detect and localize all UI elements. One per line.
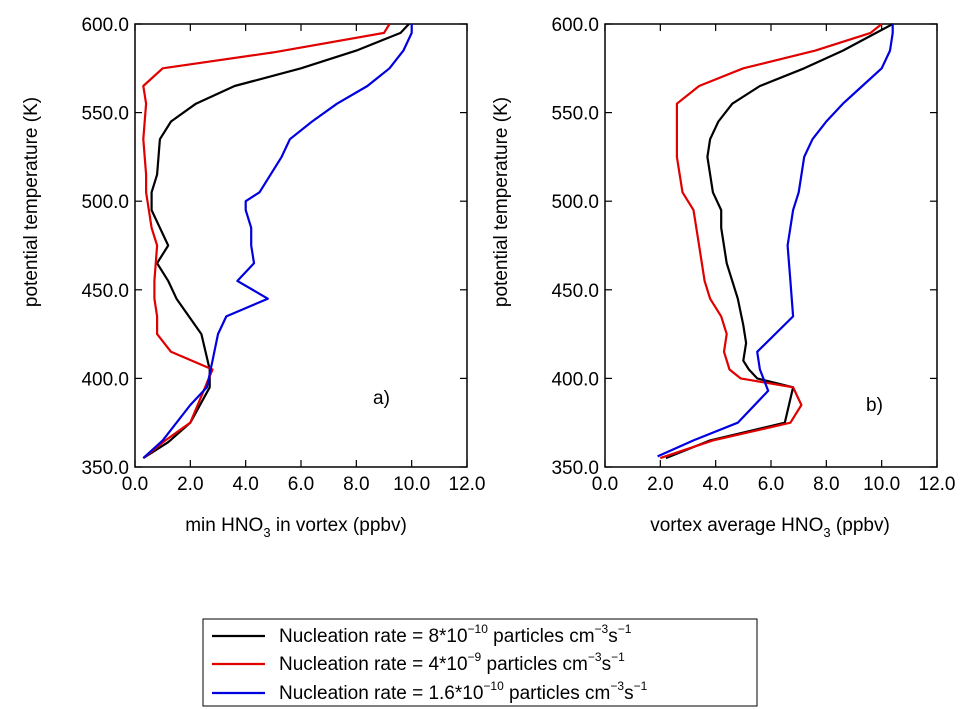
x-tick-label: 2.0 <box>647 474 673 495</box>
x-tick-label: 2.0 <box>177 474 203 495</box>
panel-label-b: b) <box>866 395 883 416</box>
y-tick-label: 350.0 <box>551 458 599 479</box>
panel-a: 0.0 2.0 4.0 6.0 8.0 10.0 12.0 350.0 400.0 450.0 50… <box>21 15 485 540</box>
y-tick-label: 400.0 <box>551 369 599 390</box>
x-axis-title-b-part1: vortex average HNO <box>650 515 823 536</box>
x-axis-title-b-part2: (ppbv) <box>831 515 890 536</box>
y-axis-title-b: potential temperature (K) <box>491 97 512 307</box>
x-tick-label: 12.0 <box>919 474 956 495</box>
legend-box <box>202 618 758 707</box>
y-tick-label: 550.0 <box>81 104 129 125</box>
x-tick-label: 10.0 <box>393 474 430 495</box>
panel-label-a: a) <box>373 388 390 409</box>
y-tick-label: 400.0 <box>81 369 129 390</box>
x-axis-title-a-part2: in vortex (ppbv) <box>271 515 407 536</box>
x-axis-title-a-part1: min HNO <box>185 515 263 536</box>
x-tick-label: 8.0 <box>343 474 369 495</box>
x-tick-label: 8.0 <box>813 474 839 495</box>
series-line-1 <box>665 23 894 460</box>
y-tick-label: 600.0 <box>551 15 599 36</box>
ticks-a: 0.0 2.0 4.0 6.0 8.0 10.0 12.0 350.0 400.0 450.0 50… <box>81 15 485 495</box>
x-axis-title-a-sub: 3 <box>263 525 270 540</box>
series-b <box>657 23 894 460</box>
series-line-3 <box>657 24 894 458</box>
legend: Nucleation rate = 8*10−10 particles cm−3… <box>202 618 758 707</box>
y-tick-label: 450.0 <box>551 281 599 302</box>
x-tick-label: 12.0 <box>449 474 486 495</box>
legend-item: Nucleation rate = 8*10−10 particles cm−3… <box>212 622 632 647</box>
y-tick-label: 500.0 <box>81 192 129 213</box>
ticks-b: 0.0 2.0 4.0 6.0 8.0 10.0 12.0 350.0 400.0 450.0 50… <box>551 15 955 495</box>
y-tick-label: 600.0 <box>81 15 129 36</box>
y-tick-label: 350.0 <box>81 458 129 479</box>
x-tick-label: 6.0 <box>758 474 784 495</box>
legend-label: Nucleation rate = 8*10−10 particles cm−3… <box>279 622 632 647</box>
x-tick-label: 4.0 <box>702 474 728 495</box>
legend-label: Nucleation rate = 4*10−9 particles cm−3s… <box>279 650 625 675</box>
x-tick-label: 0.0 <box>592 474 618 495</box>
x-tick-label: 6.0 <box>288 474 314 495</box>
x-axis-title-b-sub: 3 <box>823 525 830 540</box>
x-axis-title-a: min HNO3 in vortex (ppbv) <box>185 515 407 540</box>
plot-frame-b <box>604 23 938 468</box>
x-tick-label: 4.0 <box>232 474 258 495</box>
plot-frame-a <box>134 23 468 468</box>
legend-item: Nucleation rate = 4*10−9 particles cm−3s… <box>212 650 625 675</box>
y-tick-label: 550.0 <box>551 104 599 125</box>
y-tick-label: 450.0 <box>81 281 129 302</box>
x-axis-title-b: vortex average HNO3 (ppbv) <box>650 515 890 540</box>
y-tick-label: 500.0 <box>551 192 599 213</box>
series-line-2 <box>659 23 883 460</box>
x-tick-label: 10.0 <box>863 474 900 495</box>
y-axis-title-a: potential temperature (K) <box>21 97 42 307</box>
x-tick-label: 0.0 <box>122 474 148 495</box>
legend-label: Nucleation rate = 1.6*10−10 particles cm… <box>279 679 648 704</box>
panel-b: 0.0 2.0 4.0 6.0 8.0 10.0 12.0 350.0 400.0 450.0 50… <box>491 15 955 540</box>
series-line-1 <box>142 23 410 460</box>
series-line-2 <box>142 23 391 459</box>
series-line-3 <box>142 24 413 459</box>
legend-item: Nucleation rate = 1.6*10−10 particles cm… <box>212 679 648 704</box>
series-a <box>142 23 413 460</box>
